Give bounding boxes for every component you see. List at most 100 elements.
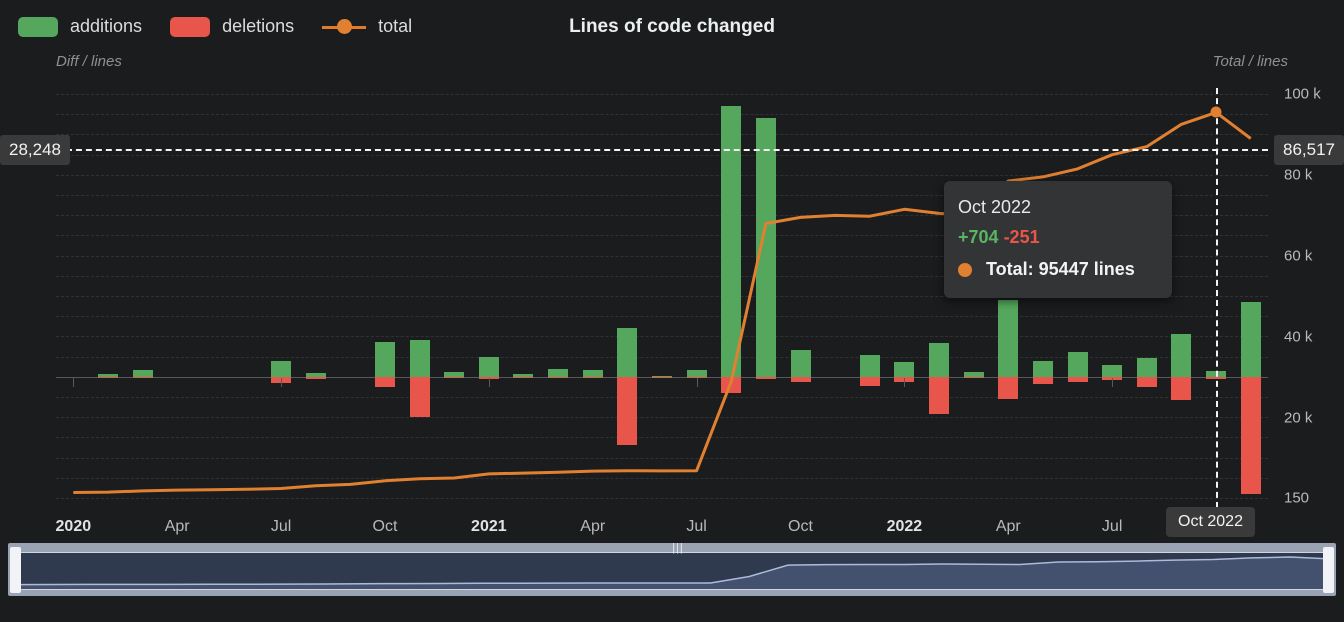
bar-deletions[interactable] — [755, 376, 776, 379]
bar-deletions[interactable] — [963, 376, 984, 379]
chart-legend: additions deletions total — [18, 16, 440, 37]
bar-additions[interactable] — [755, 118, 776, 377]
chart-tooltip: Oct 2022 +704 -251 Total: 95447 lines — [944, 181, 1172, 298]
bar-deletions[interactable] — [374, 376, 395, 388]
bar-deletions[interactable] — [1136, 376, 1157, 388]
chart-title: Lines of code changed — [569, 16, 775, 37]
bar-deletions[interactable] — [929, 376, 950, 414]
left-axis-caption: Diff / lines — [56, 53, 122, 70]
bar-deletions[interactable] — [859, 376, 880, 386]
y2-axis-tick-label: 20 k — [1284, 409, 1313, 427]
deletions-swatch-icon — [170, 16, 211, 37]
plot-area[interactable]: 35 k30 k20 k10 k0-10 k-15 k100 k80 k60 k… — [56, 86, 1321, 508]
grid-line — [56, 336, 1268, 338]
x-axis-tick-label: 2022 — [886, 518, 923, 535]
tooltip-total-label: Total: 95447 lines — [986, 259, 1135, 279]
bar-deletions[interactable] — [1171, 376, 1192, 401]
bar-deletions[interactable] — [686, 376, 707, 378]
bar-additions[interactable] — [790, 350, 811, 377]
grid-line — [56, 417, 1268, 419]
x-axis-tick-label: Apr — [164, 518, 190, 535]
bar-deletions[interactable] — [998, 376, 1019, 399]
bar-additions[interactable] — [929, 342, 950, 377]
grid-line — [56, 174, 1268, 176]
x-axis-tick-mark — [904, 377, 906, 387]
legend-item-total[interactable]: total — [322, 16, 412, 37]
bar-additions[interactable] — [894, 362, 915, 377]
range-slider-window[interactable] — [14, 552, 1330, 590]
bar-deletions[interactable] — [513, 376, 534, 379]
x-axis-tick-mark — [1112, 377, 1114, 387]
bar-additions[interactable] — [721, 106, 742, 377]
tooltip-additions: +704 — [958, 227, 999, 247]
bar-additions[interactable] — [97, 374, 118, 377]
bar-additions[interactable] — [582, 369, 603, 377]
grid-line — [56, 437, 1268, 439]
y2-axis-tick-label: 150 — [1284, 489, 1310, 507]
bar-additions[interactable] — [859, 354, 880, 377]
grid-line — [56, 195, 1268, 196]
x-axis-tick-label: Jul — [1101, 518, 1123, 535]
total-line-marker-icon — [322, 17, 367, 37]
range-slider-handle-left[interactable] — [10, 547, 21, 593]
bar-additions[interactable] — [444, 371, 465, 377]
x-axis-tick-mark — [73, 377, 75, 387]
bar-deletions[interactable] — [444, 376, 465, 378]
bar-deletions[interactable] — [582, 376, 603, 379]
grid-line — [56, 356, 1268, 358]
tooltip-deletions: -251 — [1003, 227, 1040, 247]
bar-deletions[interactable] — [97, 376, 118, 378]
additions-swatch-icon — [18, 16, 58, 37]
range-slider-grip[interactable]: ||| — [672, 542, 684, 554]
bar-deletions[interactable] — [409, 376, 430, 418]
bar-additions[interactable] — [1240, 302, 1261, 377]
grid-line — [56, 94, 1268, 95]
right-axis-pointer-label: 86,517 — [1274, 135, 1344, 165]
bar-additions[interactable] — [513, 374, 534, 377]
bar-deletions[interactable] — [132, 376, 153, 378]
bar-deletions[interactable] — [548, 376, 569, 378]
grid-line — [56, 477, 1268, 479]
bar-deletions[interactable] — [1240, 376, 1261, 494]
grid-line — [56, 498, 1268, 499]
grid-line — [56, 457, 1268, 459]
bar-additions[interactable] — [998, 300, 1019, 377]
legend-item-additions[interactable]: additions — [18, 16, 142, 37]
y2-axis-tick-label: 80 k — [1284, 166, 1313, 184]
hovered-data-point — [1210, 106, 1222, 118]
bar-additions[interactable] — [1102, 365, 1123, 377]
bar-additions[interactable] — [686, 370, 707, 377]
crosshair-horizontal — [56, 149, 1268, 151]
bar-additions[interactable] — [548, 368, 569, 377]
bar-deletions[interactable] — [652, 376, 672, 378]
range-slider[interactable]: ||| — [8, 543, 1336, 596]
grid-line — [56, 255, 1268, 257]
bar-deletions[interactable] — [617, 376, 638, 446]
bar-deletions[interactable] — [305, 376, 326, 380]
x-axis-tick-label: 2020 — [55, 518, 92, 535]
bar-additions[interactable] — [617, 327, 638, 377]
bar-additions[interactable] — [271, 361, 292, 377]
legend-label-total: total — [378, 16, 413, 36]
bar-additions[interactable] — [1171, 333, 1192, 377]
bar-additions[interactable] — [1032, 361, 1053, 377]
bar-additions[interactable] — [409, 339, 430, 377]
bar-deletions[interactable] — [790, 376, 811, 383]
x-axis-tick-mark — [281, 377, 283, 387]
legend-item-deletions[interactable]: deletions — [170, 16, 294, 37]
bar-additions[interactable] — [963, 371, 984, 377]
bar-additions[interactable] — [652, 375, 672, 377]
bar-deletions[interactable] — [1032, 376, 1053, 385]
y2-axis-tick-label: 100 k — [1284, 85, 1321, 103]
bar-additions[interactable] — [478, 357, 499, 377]
bar-additions[interactable] — [305, 372, 326, 377]
x-axis-tick-label: 2021 — [471, 518, 507, 535]
bar-additions[interactable] — [1067, 351, 1088, 377]
bar-additions[interactable] — [132, 369, 153, 377]
range-slider-handle-right[interactable] — [1323, 547, 1334, 593]
grid-line — [56, 235, 1268, 237]
bar-additions[interactable] — [374, 342, 395, 377]
bar-deletions[interactable] — [1067, 376, 1088, 382]
x-axis-tick-mark — [696, 377, 698, 387]
bar-additions[interactable] — [1136, 358, 1157, 377]
